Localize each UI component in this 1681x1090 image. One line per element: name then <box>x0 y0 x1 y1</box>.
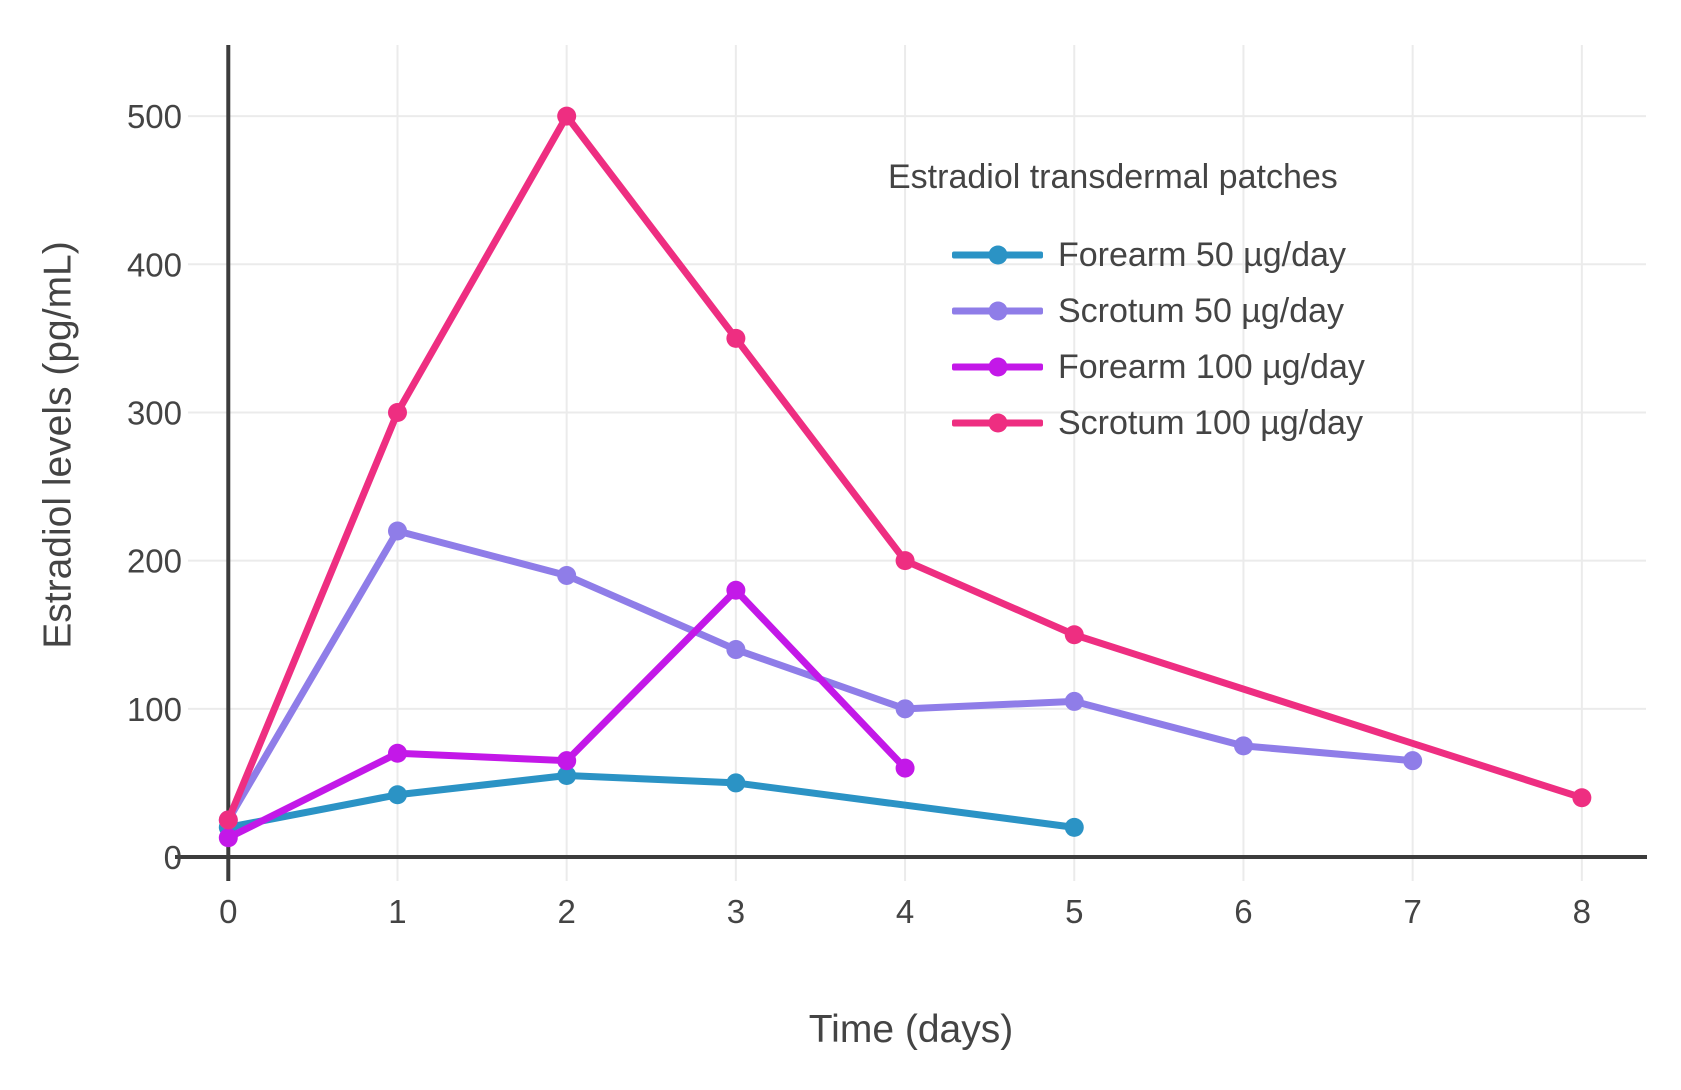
x-tick-label: 7 <box>1403 893 1421 930</box>
legend-items: Forearm 50 µg/day Scrotum 50 µg/day Fore… <box>888 227 1365 451</box>
data-point[interactable] <box>895 551 915 571</box>
y-tick-label: 200 <box>127 543 182 580</box>
x-tick-label: 0 <box>219 893 237 930</box>
series-scrotum-100-g-day <box>218 106 1592 830</box>
legend-item-scrotum-100[interactable]: Scrotum 100 µg/day <box>888 395 1365 451</box>
x-tick-label: 4 <box>896 893 914 930</box>
legend-title: Estradiol transdermal patches <box>888 158 1338 196</box>
data-point[interactable] <box>895 758 915 778</box>
y-tick-label: 300 <box>127 394 182 431</box>
data-point[interactable] <box>1233 736 1253 756</box>
data-point[interactable] <box>218 828 238 848</box>
x-tick-label: 6 <box>1234 893 1252 930</box>
legend-item-forearm-100[interactable]: Forearm 100 µg/day <box>888 339 1365 395</box>
x-tick-label: 5 <box>1065 893 1083 930</box>
data-point[interactable] <box>387 743 407 763</box>
legend-swatch-line-dot-icon <box>952 245 1043 265</box>
legend-swatch-line-dot-icon <box>952 413 1043 433</box>
data-point[interactable] <box>1064 625 1084 645</box>
x-tick-label: 8 <box>1573 893 1591 930</box>
series-line <box>224 772 1078 831</box>
y-tick-label: 500 <box>127 98 182 135</box>
data-point[interactable] <box>557 766 577 786</box>
data-point[interactable] <box>218 810 238 830</box>
data-point[interactable] <box>387 785 407 805</box>
data-point[interactable] <box>1403 751 1423 771</box>
tick-labels: 0 100 200 300 400 500 0 1 2 3 4 5 6 7 8 <box>127 98 1591 930</box>
x-axis-title: Time (days) <box>808 1008 1014 1051</box>
data-point[interactable] <box>557 106 577 126</box>
legend-item-scrotum-50[interactable]: Scrotum 50 µg/day <box>888 283 1365 339</box>
data-point[interactable] <box>1572 788 1592 808</box>
data-point[interactable] <box>1064 817 1084 837</box>
data-point[interactable] <box>557 565 577 585</box>
legend: Estradiol transdermal patches Forearm 50… <box>888 160 1365 451</box>
y-axis-title: Estradiol levels (pg/mL) <box>36 241 80 649</box>
data-point[interactable] <box>726 328 746 348</box>
legend-swatch-line-dot-icon <box>952 301 1043 321</box>
data-point[interactable] <box>726 580 746 600</box>
legend-swatch-line-dot-icon <box>952 357 1043 377</box>
data-point[interactable] <box>387 521 407 541</box>
y-tick-label: 0 <box>164 839 182 876</box>
data-point[interactable] <box>557 751 577 771</box>
data-point[interactable] <box>1064 691 1084 711</box>
legend-item-label: Forearm 100 µg/day <box>1058 348 1365 386</box>
legend-item-label: Scrotum 100 µg/day <box>1058 404 1363 442</box>
legend-item-label: Scrotum 50 µg/day <box>1058 292 1345 330</box>
data-point[interactable] <box>726 640 746 660</box>
x-tick-label: 1 <box>388 893 406 930</box>
legend-item-label: Forearm 50 µg/day <box>1058 236 1346 274</box>
series-forearm-100-g-day <box>218 580 915 848</box>
y-tick-label: 400 <box>127 246 182 283</box>
x-tick-label: 3 <box>727 893 745 930</box>
data-point[interactable] <box>387 402 407 422</box>
data-point[interactable] <box>726 773 746 793</box>
x-tick-label: 2 <box>558 893 576 930</box>
data-point[interactable] <box>895 699 915 719</box>
legend-item-forearm-50[interactable]: Forearm 50 µg/day <box>888 227 1365 283</box>
gridlines <box>188 45 1646 881</box>
axes <box>175 45 1647 881</box>
y-tick-label: 100 <box>127 691 182 728</box>
